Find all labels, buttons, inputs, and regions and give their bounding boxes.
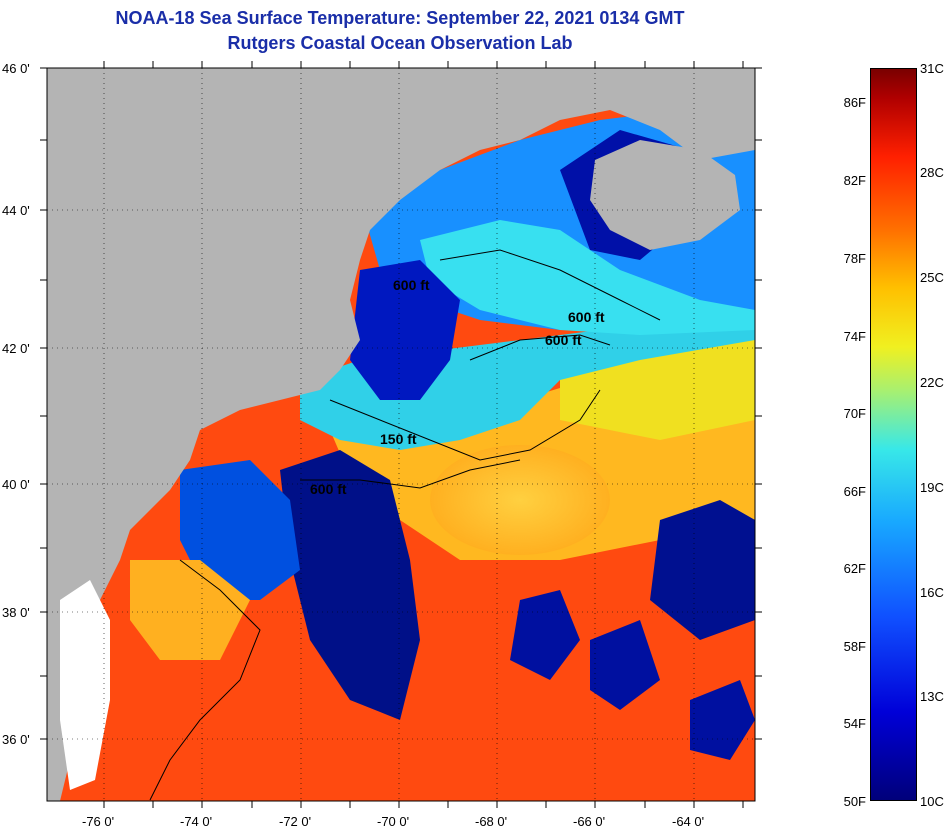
colorbar-c-label: 31C <box>920 61 944 76</box>
lat-label: 46 0' <box>2 61 30 76</box>
cold-patch <box>510 590 580 680</box>
temperature-colorbar <box>870 68 917 801</box>
plot-frame <box>46 67 756 802</box>
colorbar-f-label: 86F <box>843 95 866 110</box>
contour-label: 600 ft <box>393 277 430 293</box>
colorbar-f-label: 66F <box>843 484 866 499</box>
gridlines <box>47 68 755 801</box>
colorbar-f-label: 78F <box>843 251 866 266</box>
contour-label: 600 ft <box>568 309 605 325</box>
colorbar-f-label: 74F <box>843 329 866 344</box>
colorbar-c-label: 13C <box>920 689 944 704</box>
cold-patch <box>650 500 755 640</box>
colorbar-f-label: 62F <box>843 561 866 576</box>
axis-ticks <box>40 61 762 808</box>
colorbar-c-label: 19C <box>920 480 944 495</box>
lat-label: 44 0' <box>2 203 30 218</box>
colorbar-c-label: 25C <box>920 270 944 285</box>
lat-label: 40 0' <box>2 477 30 492</box>
colorbar-c-label: 10C <box>920 794 944 809</box>
colorbar-f-label: 54F <box>843 716 866 731</box>
colorbar-f-label: 58F <box>843 639 866 654</box>
cold-patch <box>690 680 755 760</box>
contour-label: 600 ft <box>545 332 582 348</box>
cold-patch <box>590 620 660 710</box>
lat-label: 38 0' <box>2 605 30 620</box>
colorbar-c-label: 28C <box>920 165 944 180</box>
map-image <box>47 68 755 801</box>
depth-contours <box>149 249 661 801</box>
colorbar-c-label: 22C <box>920 375 944 390</box>
contour-line <box>300 459 521 489</box>
cool-patch <box>180 460 300 600</box>
contour-label: 150 ft <box>380 431 417 447</box>
warm-patch <box>130 560 250 660</box>
lon-label: -68 0' <box>475 814 507 829</box>
lat-label: 42 0' <box>2 341 30 356</box>
chesapeake-bay <box>60 580 110 790</box>
lon-label: -66 0' <box>573 814 605 829</box>
contour-line <box>329 389 601 461</box>
contour-line <box>469 334 611 361</box>
warm-core-ring <box>430 445 610 555</box>
cold-patch <box>280 450 420 720</box>
lat-label: 36 0' <box>2 732 30 747</box>
cold-patch <box>350 260 460 400</box>
colorbar-f-label: 50F <box>843 794 866 809</box>
lon-label: -74 0' <box>180 814 212 829</box>
georges-bank-region <box>420 220 755 335</box>
contour-label: 600 ft <box>310 481 347 497</box>
contour-line <box>439 249 661 321</box>
colorbar-f-label: 82F <box>843 173 866 188</box>
contour-line <box>149 559 261 801</box>
land-mass <box>47 68 755 801</box>
nova-scotia-land <box>590 140 740 250</box>
shelf-water-region <box>300 300 755 450</box>
lon-label: -70 0' <box>377 814 409 829</box>
lon-label: -76 0' <box>82 814 114 829</box>
map-subtitle: Rutgers Coastal Ocean Observation Lab <box>227 33 573 53</box>
map-title: NOAA-18 Sea Surface Temperature: Septemb… <box>115 8 685 28</box>
lon-label: -72 0' <box>279 814 311 829</box>
colorbar-f-label: 70F <box>843 406 866 421</box>
colorbar-c-label: 16C <box>920 585 944 600</box>
lon-label: -64 0' <box>672 814 704 829</box>
